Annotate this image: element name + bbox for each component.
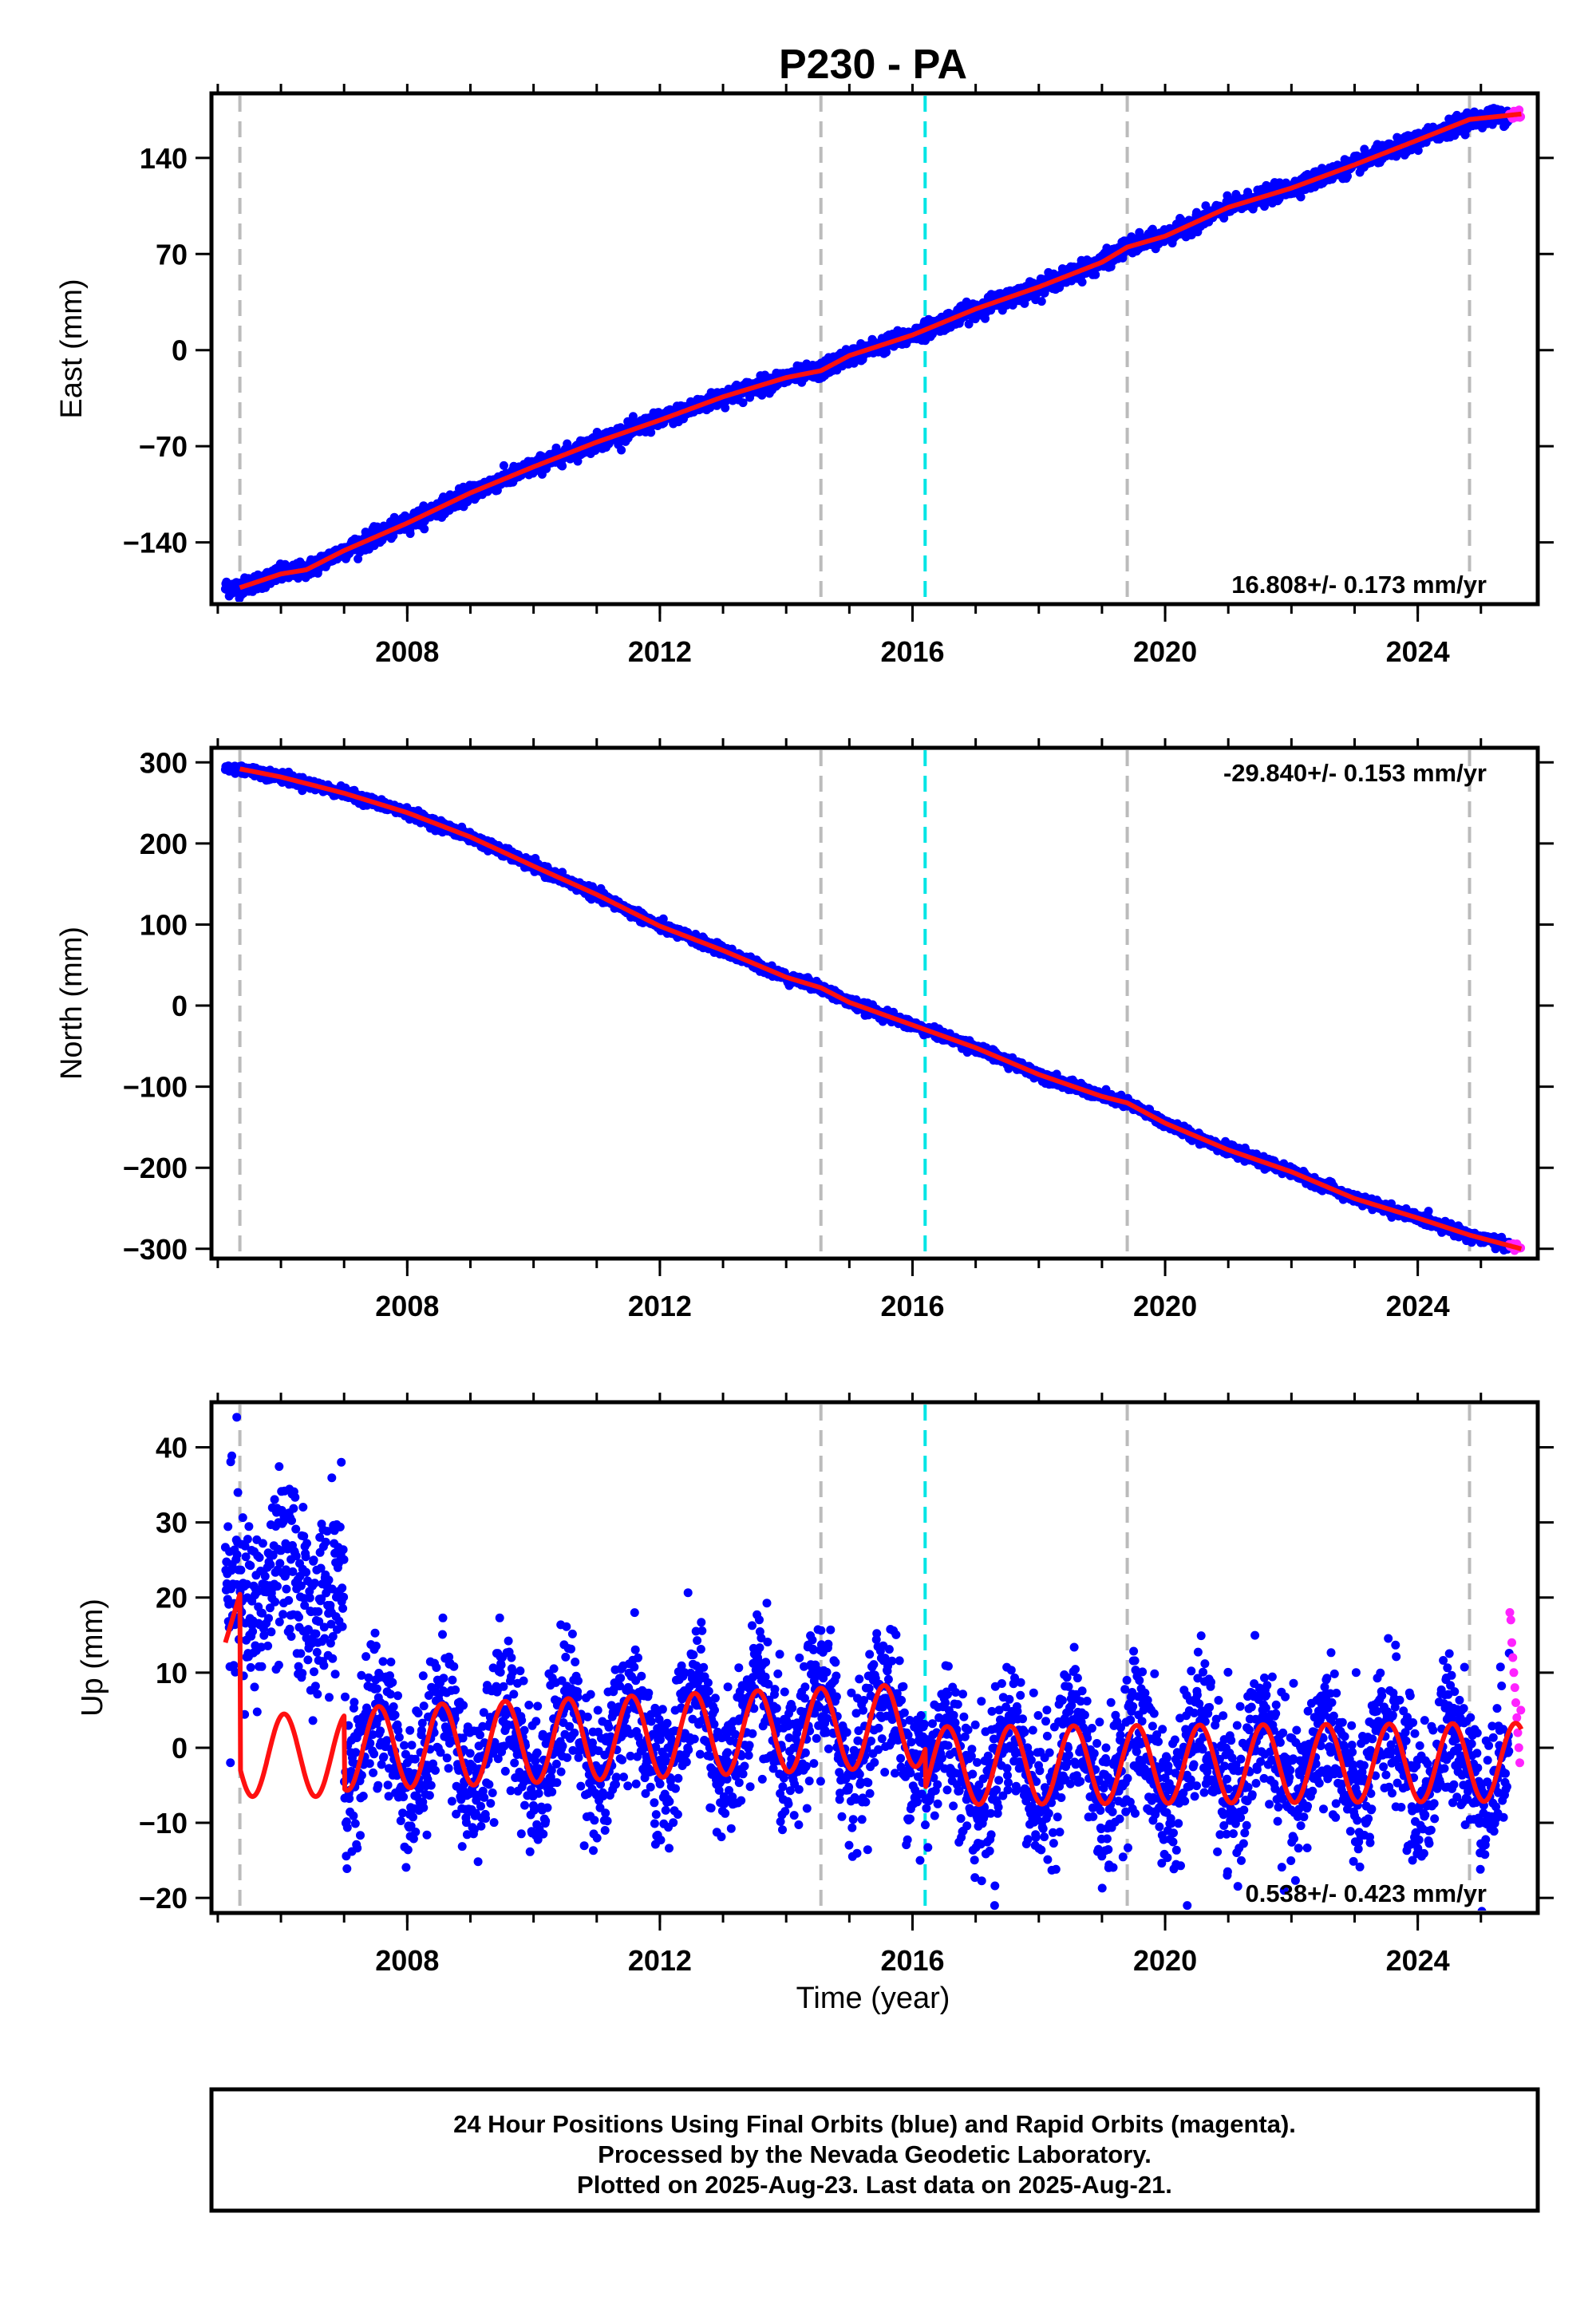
y-axis-label: North (mm): [55, 927, 89, 1080]
x-tick-label: 2008: [375, 1944, 439, 1977]
final-orbits-outlier: [226, 1758, 235, 1768]
north-panel: 2008 2012 2016 2020 2024 −300 −200 −100 0 100 200 3…: [55, 738, 1554, 1322]
plot-area: [220, 761, 1526, 1255]
footer-line-2: Processed by the Nevada Geodetic Laborat…: [598, 2140, 1152, 2168]
y-tick-label: 0: [172, 990, 188, 1022]
x-tick-label: 2024: [1386, 635, 1450, 668]
x-tick-label: 2020: [1133, 1944, 1197, 1977]
x-tick-label: 2016: [880, 1944, 944, 1977]
y-tick-label: −70: [139, 430, 188, 463]
x-axis-label: Time (year): [796, 1982, 950, 2015]
y-tick-label: 300: [140, 746, 188, 779]
up-panel: 2008 2012 2016 2020 2024 −20 −10 0 10 20 30 40 Up (m…: [76, 1393, 1554, 1977]
rapid-orbits-series: [1505, 1608, 1526, 1768]
final-orbits-series: [220, 104, 1514, 602]
x-tick-label: 2020: [1133, 635, 1197, 668]
model-fit-line: [238, 766, 1523, 1251]
plot-frame: [209, 91, 1540, 607]
east-panel: 2008 2012 2016 2020 2024 −140 −70 0 70 140 East (m…: [55, 84, 1554, 668]
velocity-annotation: -29.840+/- 0.153 mm/yr: [1223, 759, 1487, 787]
y-axis-label: East (mm): [55, 279, 89, 418]
footer-line-1: 24 Hour Positions Using Final Orbits (bl…: [453, 2110, 1296, 2138]
x-tick-label: 2012: [628, 635, 692, 668]
final-orbits-outlier: [915, 1856, 925, 1865]
y-tick-label: 30: [156, 1507, 188, 1539]
footer-box: 24 Hour Positions Using Final Orbits (bl…: [209, 2087, 1540, 2213]
velocity-annotation: 0.538+/- 0.423 mm/yr: [1246, 1879, 1487, 1907]
y-tick-label: 140: [140, 142, 188, 175]
y-tick-label: −100: [123, 1071, 188, 1104]
final-orbits-outlier: [232, 1413, 242, 1422]
y-axis-label: Up (mm): [76, 1599, 109, 1717]
y-tick-label: 100: [140, 908, 188, 941]
final-orbits-outlier: [1183, 1901, 1192, 1911]
final-orbits-series: [220, 1451, 1514, 1911]
plot-area: [220, 104, 1526, 602]
y-tick-label: 200: [140, 828, 188, 860]
y-tick-label: −20: [139, 1882, 188, 1915]
x-tick-label: 2024: [1386, 1290, 1450, 1322]
velocity-annotation: 16.808+/- 0.173 mm/yr: [1231, 571, 1487, 599]
plot-frame: [209, 1400, 1540, 1915]
x-tick-label: 2012: [628, 1944, 692, 1977]
y-tick-label: −10: [139, 1807, 188, 1840]
footer-line-3: Plotted on 2025-Aug-23. Last data on 202…: [577, 2171, 1172, 2199]
x-tick-label: 2020: [1133, 1290, 1197, 1322]
x-tick-label: 2012: [628, 1290, 692, 1322]
final-orbits-outlier: [990, 1901, 999, 1911]
y-tick-label: −200: [123, 1152, 188, 1184]
y-tick-label: 70: [156, 238, 188, 271]
plot-area: [220, 1413, 1526, 1911]
plot-frame: [209, 745, 1540, 1261]
x-tick-label: 2024: [1386, 1944, 1450, 1977]
x-tick-label: 2008: [375, 1290, 439, 1322]
chart-title: P230 - PA: [779, 41, 967, 88]
y-tick-label: 40: [156, 1431, 188, 1464]
model-fit-line: [223, 1591, 1524, 1808]
x-tick-label: 2008: [375, 635, 439, 668]
y-tick-label: 10: [156, 1657, 188, 1690]
model-fit-line: [238, 111, 1523, 591]
y-tick-label: −300: [123, 1233, 188, 1266]
x-tick-label: 2016: [880, 1290, 944, 1322]
y-tick-label: 0: [172, 334, 188, 367]
footer-frame: [209, 2087, 1540, 2213]
y-tick-label: −140: [123, 527, 188, 559]
x-tick-label: 2016: [880, 635, 944, 668]
y-tick-label: 0: [172, 1732, 188, 1765]
y-tick-label: 20: [156, 1582, 188, 1614]
